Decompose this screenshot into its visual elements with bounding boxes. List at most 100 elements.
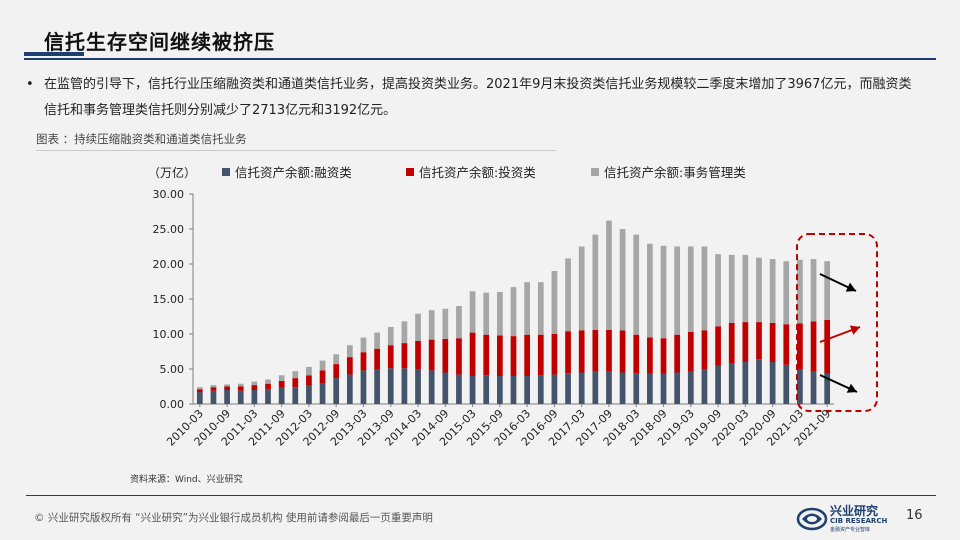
bar-management: [360, 337, 367, 353]
y-tick-label: 30.00: [153, 188, 185, 201]
bar-financing: [606, 371, 612, 404]
logo-icon: [796, 507, 828, 531]
bullet-text: 在监管的引导下，信托行业压缩融资类和通道类信托业务，提高投资类业务。2021年9…: [44, 77, 912, 118]
bar-investment: [387, 345, 394, 369]
bar-financing: [674, 372, 681, 404]
bar-management: [769, 259, 776, 323]
bar-management: [415, 313, 421, 341]
bar-financing: [592, 371, 599, 404]
bar-investment: [319, 370, 326, 383]
bar-financing: [824, 373, 831, 404]
bar-investment: [292, 378, 299, 388]
bar-financing: [469, 376, 476, 404]
bar-management: [565, 258, 571, 332]
logo-text-sub: 金融资产专业智库: [830, 527, 871, 533]
bar-financing: [551, 374, 558, 404]
title-accent: [24, 52, 84, 56]
logo-text-cn: 兴业研究: [830, 504, 879, 518]
arrow-management-down-head: [845, 282, 856, 292]
bar-management: [510, 287, 517, 337]
bar-financing: [619, 372, 626, 404]
arrow-financing-down-head: [846, 383, 857, 393]
legend-swatch: [222, 168, 230, 176]
y-tick-label: 25.00: [153, 223, 185, 236]
bar-financing: [265, 389, 271, 404]
bar-financing: [442, 372, 449, 404]
bar-financing: [319, 383, 326, 404]
page-number: 16: [906, 508, 923, 523]
bar-financing: [428, 370, 435, 404]
bar-management: [237, 383, 244, 387]
bar-management: [633, 234, 640, 335]
bar-financing: [387, 368, 394, 404]
bar-financing: [742, 362, 749, 404]
bar-investment: [537, 334, 544, 376]
legend: 信托资产余额:融资类 信托资产余额:投资类 信托资产余额:事务管理类: [222, 165, 746, 180]
bar-financing: [496, 376, 503, 404]
bar-financing: [278, 387, 285, 404]
bar-management: [224, 384, 230, 387]
bar-management: [578, 246, 585, 331]
legend-label: 信托资产余额:融资类: [235, 165, 352, 180]
bar-investment: [333, 364, 340, 379]
bar-management: [428, 310, 435, 340]
bar-management: [742, 254, 749, 323]
bar-financing: [701, 369, 708, 404]
bar-investment: [278, 380, 285, 388]
legend-label: 信托资产余额:事务管理类: [604, 165, 746, 180]
bar-financing: [565, 373, 571, 404]
figure-source: 资料来源：Wind、兴业研究: [130, 475, 243, 485]
bar-investment: [606, 329, 612, 372]
logo-text-en: CIB RESEARCH: [830, 517, 888, 525]
bar-financing: [210, 390, 217, 404]
bar-financing: [537, 375, 544, 404]
bar-financing: [769, 362, 776, 404]
bar-investment: [592, 329, 599, 372]
bar-management: [551, 271, 558, 334]
bar-investment: [469, 332, 476, 376]
highlight-box: [796, 233, 878, 412]
bar-investment: [701, 330, 708, 369]
page-title: 信托生存空间继续被挤压: [44, 30, 275, 54]
bar-financing: [756, 359, 762, 404]
bar-management: [619, 229, 626, 331]
bar-investment: [524, 334, 531, 376]
bar-management: [387, 327, 394, 346]
arrow-investment-up-head: [849, 325, 860, 335]
bar-management: [306, 366, 312, 376]
bar-investment: [769, 322, 776, 362]
bar-financing: [578, 372, 585, 404]
y-tick-label: 0.00: [160, 398, 185, 411]
cib-research-logo: 兴业研究 CIB RESEARCH 金融资产专业智库: [796, 502, 896, 536]
bar-financing: [346, 374, 353, 404]
bar-financing: [810, 371, 817, 404]
y-tick-label: 10.00: [153, 328, 185, 341]
bar-management: [537, 282, 544, 335]
bar-financing: [660, 373, 667, 404]
bar-investment: [224, 386, 230, 390]
bar-investment: [428, 339, 435, 371]
legend-swatch: [406, 168, 414, 176]
bar-financing: [715, 365, 721, 404]
bar-investment: [783, 324, 790, 365]
bar-investment: [633, 334, 640, 374]
bar-investment: [728, 322, 735, 364]
bar-investment: [237, 386, 244, 391]
bar-management: [374, 332, 380, 349]
bar-management: [496, 292, 503, 336]
bar-investment: [196, 389, 203, 393]
bar-investment: [742, 322, 749, 362]
bar-investment: [687, 331, 694, 372]
x-tick-layer: 2010-032010-092011-032011-092012-032012-…: [164, 404, 833, 449]
bar-investment: [415, 341, 421, 369]
bar-management: [701, 246, 708, 331]
bar-management: [469, 291, 476, 333]
bar-investment: [483, 334, 490, 376]
bar-management: [660, 245, 667, 339]
bar-financing: [483, 375, 490, 404]
y-tick-label: 20.00: [153, 258, 185, 271]
bar-investment: [578, 330, 585, 373]
bar-management: [592, 234, 599, 330]
bar-investment: [756, 322, 762, 360]
bar-investment: [797, 323, 803, 369]
